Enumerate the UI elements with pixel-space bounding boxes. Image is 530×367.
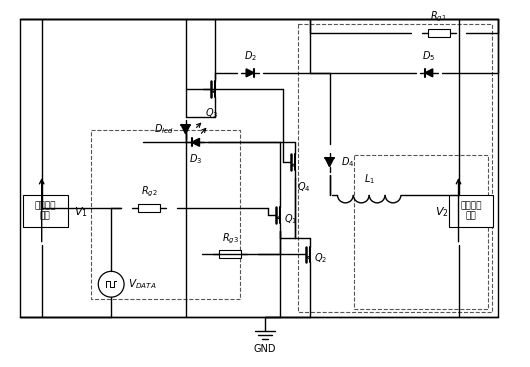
Text: $Q_3$: $Q_3$ xyxy=(205,106,218,120)
Bar xyxy=(448,195,493,227)
Polygon shape xyxy=(191,138,199,146)
Text: $V_{DATA}$: $V_{DATA}$ xyxy=(128,277,156,291)
Text: $R_{g2}$: $R_{g2}$ xyxy=(140,185,157,199)
Text: $L_1$: $L_1$ xyxy=(364,172,375,186)
Polygon shape xyxy=(325,158,334,167)
Bar xyxy=(23,195,67,227)
Bar xyxy=(219,251,241,258)
Text: $D_{led}$: $D_{led}$ xyxy=(154,123,174,136)
Text: $Q_4$: $Q_4$ xyxy=(297,180,311,194)
Text: $V_1$: $V_1$ xyxy=(75,205,89,219)
Text: $D_2$: $D_2$ xyxy=(244,49,257,63)
Polygon shape xyxy=(425,69,432,77)
Text: GND: GND xyxy=(254,344,276,354)
Text: $R_{g3}$: $R_{g3}$ xyxy=(222,231,238,246)
Polygon shape xyxy=(181,125,190,134)
Polygon shape xyxy=(246,69,254,77)
Text: $Q_2$: $Q_2$ xyxy=(314,251,327,265)
Text: $V_2$: $V_2$ xyxy=(435,205,448,219)
Text: $D_3$: $D_3$ xyxy=(189,152,202,166)
Text: $D_4$: $D_4$ xyxy=(341,155,355,169)
Bar xyxy=(138,204,160,212)
Text: $D_5$: $D_5$ xyxy=(422,49,435,63)
Bar xyxy=(428,29,449,37)
Text: 第一驱动
电源: 第一驱动 电源 xyxy=(34,201,56,221)
Text: $Q_1$: $Q_1$ xyxy=(284,212,297,226)
Text: $R_{g1}$: $R_{g1}$ xyxy=(430,10,447,24)
Text: 第二驱动
电源: 第二驱动 电源 xyxy=(460,201,482,221)
